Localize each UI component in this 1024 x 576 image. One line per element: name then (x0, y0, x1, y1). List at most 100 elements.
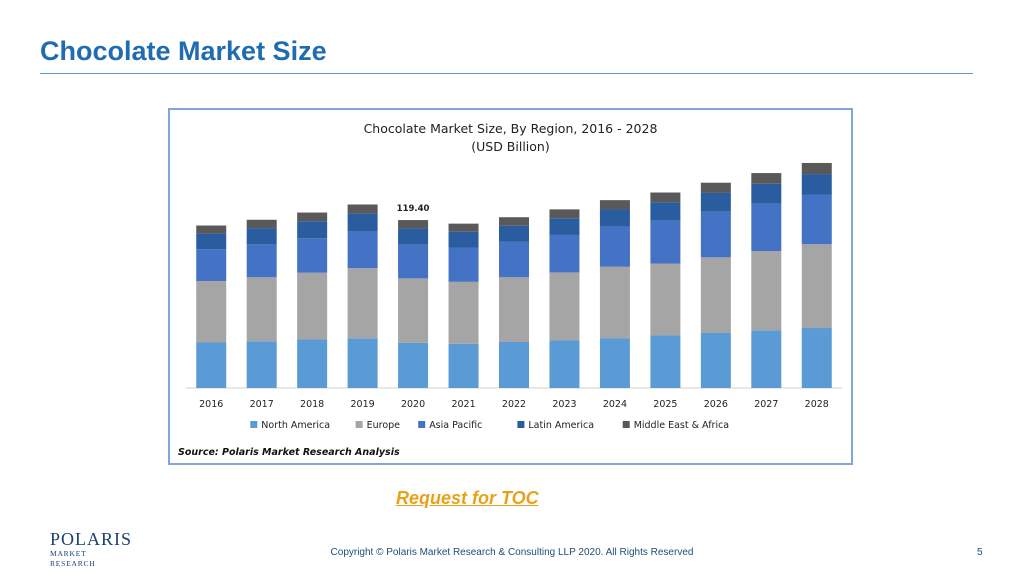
x-tick-label: 2027 (754, 399, 778, 410)
title-divider (40, 73, 973, 74)
bar-2022-middle-east-africa (499, 217, 529, 226)
bar-2024-north-america (599, 338, 630, 388)
logo-wordmark: POLARIS (50, 529, 133, 549)
bar-2021-asia-pacific (448, 247, 479, 282)
stacked-bar-chart: 2016 2017 2018 2019 2020 119.40 2021 2022 2023 20… (186, 162, 842, 431)
legend-swatch (418, 421, 426, 428)
bar-2017-middle-east-africa (246, 219, 277, 229)
bar-2020-north-america (398, 342, 429, 388)
bar-2026-latin-america (700, 192, 731, 212)
legend-label: Europe (367, 420, 401, 431)
x-tick-label: 2019 (351, 399, 375, 410)
bar-2022-asia-pacific (499, 241, 529, 278)
bar-2022-europe (499, 277, 529, 343)
bar-2024-latin-america (599, 209, 630, 227)
x-tick-label: 2018 (300, 399, 324, 410)
bar-2028-middle-east-africa (801, 162, 832, 175)
bar-2026-europe (700, 257, 731, 333)
bar-2023-asia-pacific (549, 234, 580, 273)
bar-2024-asia-pacific (599, 226, 630, 267)
chart-title: Chocolate Market Size, By Region, 2016 -… (363, 121, 658, 136)
bar-2025-europe (650, 263, 681, 336)
bar-2023-middle-east-africa (549, 209, 580, 219)
bar-2023-north-america (549, 340, 580, 388)
bar-2018-middle-east-africa (297, 212, 328, 222)
bar-2018-asia-pacific (297, 238, 328, 273)
bar-2025-middle-east-africa (650, 192, 681, 203)
bar-2020-asia-pacific (398, 244, 429, 279)
bar-2018-latin-america (297, 221, 328, 239)
x-tick-label: 2025 (653, 399, 677, 410)
bar-2023-europe (549, 272, 580, 341)
bar-2016-north-america (196, 342, 227, 388)
bar-2026-middle-east-africa (700, 182, 731, 193)
x-tick-label: 2016 (199, 399, 223, 410)
bar-2016-middle-east-africa (196, 225, 227, 234)
bar-2021-north-america (448, 343, 479, 388)
chart-container: Chocolate Market Size, By Region, 2016 -… (168, 108, 853, 465)
bar-2018-europe (297, 272, 328, 340)
bar-2025-asia-pacific (650, 220, 681, 264)
bar-2027-latin-america (751, 183, 782, 204)
x-tick-label: 2028 (805, 399, 829, 410)
bar-2016-latin-america (196, 233, 227, 250)
bar-2028-europe (801, 244, 832, 329)
bar-2021-latin-america (448, 231, 479, 248)
legend-swatch (517, 421, 525, 428)
data-label: 119.40 (397, 204, 430, 214)
bar-2020-latin-america (398, 228, 429, 245)
bar-2019-asia-pacific (347, 231, 378, 269)
legend-swatch (250, 421, 258, 428)
x-tick-label: 2026 (704, 399, 728, 410)
bar-2016-asia-pacific (196, 249, 227, 282)
bar-2028-north-america (801, 328, 832, 388)
bar-2023-latin-america (549, 218, 580, 235)
bar-2022-north-america (499, 342, 529, 388)
x-tick-label: 2020 (401, 399, 425, 410)
x-tick-label: 2024 (603, 399, 627, 410)
legend-label: Asia Pacific (429, 420, 482, 431)
bar-2026-north-america (700, 332, 731, 388)
bar-2028-asia-pacific (801, 194, 832, 245)
bar-2017-north-america (246, 341, 277, 388)
x-tick-label: 2021 (451, 399, 475, 410)
copyright-text: Copyright © Polaris Market Research & Co… (330, 547, 694, 558)
bar-2027-asia-pacific (751, 203, 782, 252)
bar-2020-middle-east-africa (398, 220, 429, 229)
logo-tagline: MARKET RESEARCH (50, 549, 96, 568)
bar-2027-north-america (751, 330, 782, 388)
x-tick-label: 2017 (250, 399, 274, 410)
slide-title: Chocolate Market Size (40, 36, 327, 66)
bar-2019-latin-america (347, 213, 378, 232)
legend-swatch (622, 421, 630, 428)
legend-swatch (355, 421, 363, 428)
chart-subtitle: (USD Billion) (471, 139, 550, 154)
bar-2028-latin-america (801, 174, 832, 195)
bar-2022-latin-america (499, 225, 529, 242)
bar-2026-asia-pacific (700, 211, 731, 258)
bar-2027-middle-east-africa (751, 173, 782, 184)
bar-2025-north-america (650, 335, 681, 388)
bar-2017-latin-america (246, 228, 277, 245)
legend-label: Middle East & Africa (634, 420, 729, 431)
bar-2027-europe (751, 251, 782, 331)
polaris-logo: POLARIS MARKET RESEARCH (50, 529, 133, 568)
chart-source: Source: Polaris Market Research Analysis (178, 447, 400, 458)
x-tick-label: 2022 (502, 399, 526, 410)
request-toc-link[interactable]: Request for TOC (396, 488, 539, 508)
bar-2025-latin-america (650, 202, 681, 221)
bar-2021-europe (448, 281, 479, 344)
x-tick-label: 2023 (552, 399, 576, 410)
bar-2024-europe (599, 266, 630, 339)
bar-2019-north-america (347, 338, 378, 388)
bar-2021-middle-east-africa (448, 223, 479, 232)
bar-2018-north-america (297, 339, 328, 388)
bar-2016-europe (196, 281, 227, 343)
bar-2019-middle-east-africa (347, 204, 378, 214)
bar-2024-middle-east-africa (599, 200, 630, 210)
page-number: 5 (977, 547, 983, 558)
bar-2017-asia-pacific (246, 244, 277, 278)
legend-label: North America (261, 420, 330, 431)
bar-2020-europe (398, 278, 429, 343)
legend-label: Latin America (528, 420, 594, 431)
